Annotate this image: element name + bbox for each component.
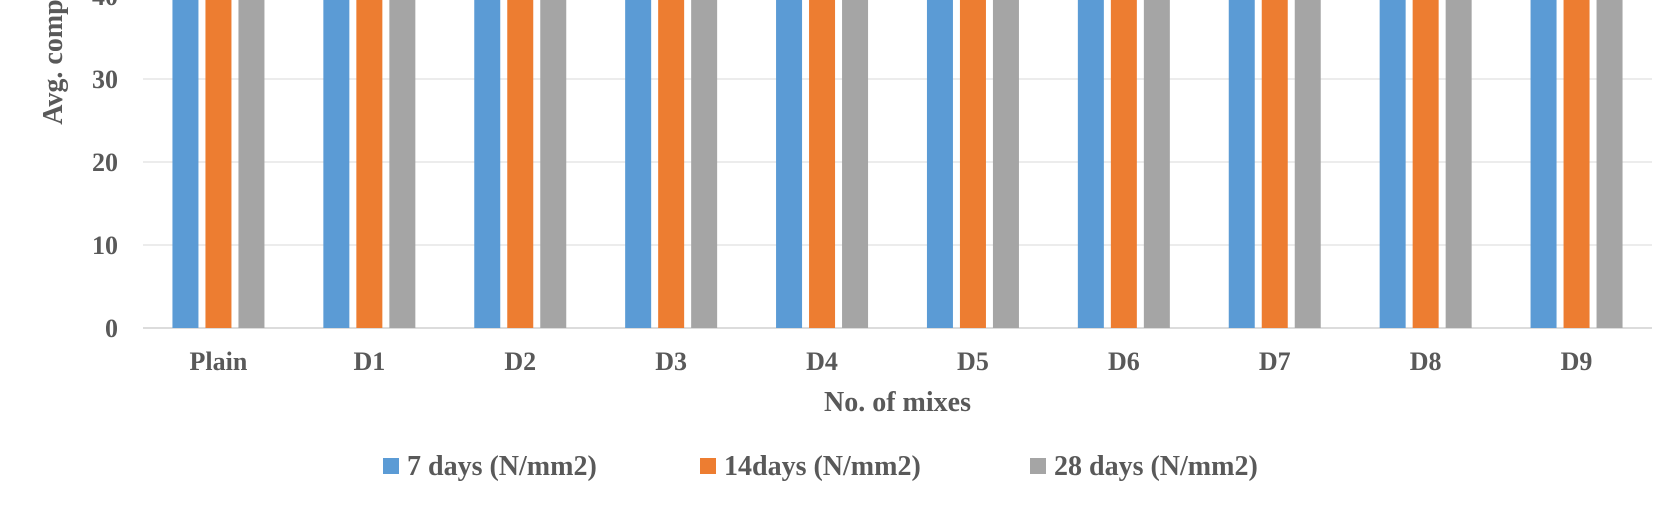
bar-d3-series-1 (625, 0, 652, 328)
x-tick-label: D3 (655, 347, 687, 376)
x-tick-label: D8 (1410, 347, 1442, 376)
x-tick-label: D4 (806, 347, 838, 376)
bar-d5-series-3 (992, 0, 1019, 328)
x-tick-label: D7 (1259, 347, 1291, 376)
bar-d2-series-3 (540, 0, 567, 328)
tick-labels: 0 10 20 30 40 Plain D1 D2 D3 D4 D5 D6 D7 D8 D9 (92, 0, 1592, 376)
bar-d1-series-2 (356, 0, 383, 328)
legend-swatch (1030, 458, 1046, 474)
bar-d7-series-3 (1294, 0, 1321, 328)
legend: 7 days (N/mm2) 14days (N/mm2) 28 days (N/m… (383, 451, 1258, 482)
bar-d9-series-3 (1596, 0, 1623, 328)
legend-swatch (700, 458, 716, 474)
bar-plain-series-2 (205, 0, 232, 328)
bar-d6-series-1 (1077, 0, 1104, 328)
bar-d7-series-2 (1261, 0, 1288, 328)
x-tick-label: Plain (190, 347, 248, 376)
bar-d6-series-3 (1143, 0, 1170, 328)
x-axis-title: No. of mixes (824, 387, 971, 418)
bar-plain-series-1 (172, 0, 199, 328)
x-tick-label: D5 (957, 347, 989, 376)
bar-d6-series-2 (1110, 0, 1137, 328)
x-tick-label: D1 (353, 347, 385, 376)
x-tick-label: D2 (504, 347, 536, 376)
y-tick-label: 40 (92, 0, 118, 11)
bar-d1-series-3 (389, 0, 416, 328)
bar-d2-series-1 (474, 0, 501, 328)
bar-d4-series-1 (776, 0, 803, 328)
bar-d3-series-2 (658, 0, 685, 328)
legend-label: 28 days (N/mm2) (1054, 451, 1258, 482)
legend-swatch (383, 458, 399, 474)
y-tick-label: 20 (92, 148, 118, 177)
bar-plain-series-3 (238, 0, 265, 328)
bar-d4-series-3 (842, 0, 869, 328)
x-tick-label: D9 (1561, 347, 1593, 376)
bar-d3-series-3 (691, 0, 718, 328)
y-tick-label: 10 (92, 231, 118, 260)
bar-d8-series-1 (1379, 0, 1406, 328)
bar-d7-series-1 (1228, 0, 1255, 328)
y-tick-label: 0 (105, 314, 118, 343)
bar-d1-series-1 (323, 0, 350, 328)
legend-label: 7 days (N/mm2) (407, 451, 597, 482)
bar-d4-series-2 (809, 0, 836, 328)
bar-d9-series-2 (1563, 0, 1590, 328)
y-tick-label: 30 (92, 65, 118, 94)
bar-d8-series-2 (1412, 0, 1439, 328)
bar-d5-series-1 (926, 0, 953, 328)
bar-d9-series-1 (1530, 0, 1557, 328)
bar-d8-series-3 (1445, 0, 1472, 328)
bars (172, 0, 1623, 328)
x-tick-label: D6 (1108, 347, 1140, 376)
bar-d2-series-2 (507, 0, 534, 328)
y-axis-title: Avg. comp (38, 0, 69, 125)
bar-d5-series-2 (959, 0, 986, 328)
legend-label: 14days (N/mm2) (724, 451, 921, 482)
